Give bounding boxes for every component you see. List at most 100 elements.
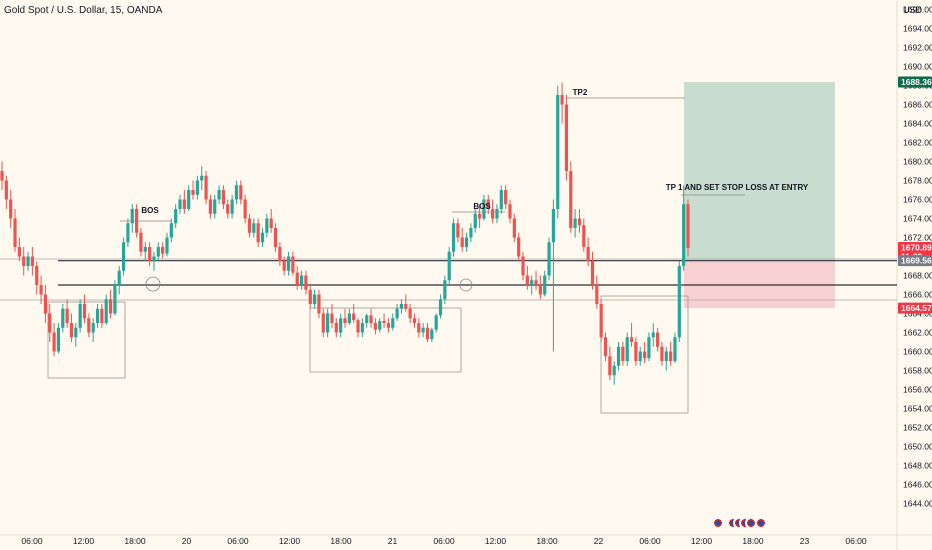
candle-body — [421, 327, 425, 333]
candle-body — [491, 209, 495, 219]
candle-body — [404, 304, 408, 309]
time-tick-label: 06:00 — [433, 536, 455, 546]
candle-body — [590, 261, 595, 285]
range-box[interactable] — [47, 301, 126, 379]
candle-body — [78, 304, 82, 328]
us-flag-icon[interactable] — [755, 517, 767, 529]
us-flag-icon[interactable] — [712, 517, 724, 529]
price-tick-label: 1648.000 — [903, 461, 932, 471]
candle-body — [126, 223, 130, 243]
time-tick-label: 18:00 — [330, 536, 352, 546]
price-tick-label: 1692.000 — [903, 43, 932, 53]
stop-loss-tag-label: 1664.572 — [901, 303, 932, 313]
price-tick-label: 1658.000 — [903, 366, 932, 376]
candle-body — [608, 356, 612, 376]
candle-body — [226, 204, 230, 214]
price-tick-label: 1646.000 — [903, 480, 932, 490]
annotations[interactable]: BOS BOS TP2 TP 1 AND SET STOP LOSS AT ENTRY — [120, 88, 809, 292]
candle-body — [464, 237, 469, 247]
annotation-label[interactable]: TP2 — [573, 88, 588, 97]
candle-body — [343, 318, 347, 323]
candle-body — [156, 247, 160, 257]
time-axis[interactable]: 06:00 12:00 18:00 20 06:00 12:00 18:00 21 06:00 1… — [21, 536, 867, 546]
candle-body — [113, 285, 117, 314]
annotation-label[interactable]: TP 1 AND SET STOP LOSS AT ENTRY — [666, 183, 809, 192]
time-tick-label: 20 — [182, 536, 192, 546]
candle-body — [469, 228, 473, 238]
entry-price-tag — [898, 255, 932, 267]
price-tick-label: 1682.000 — [903, 138, 932, 148]
price-tick-label: 1656.000 — [903, 385, 932, 395]
candle-body — [200, 175, 204, 181]
candle-body — [191, 190, 195, 195]
candle-body — [291, 256, 295, 273]
price-tick-label: 1680.000 — [903, 157, 932, 167]
candle-body — [313, 294, 317, 304]
candle-body — [326, 313, 330, 333]
candle-body — [430, 329, 434, 340]
candle-body — [530, 280, 534, 285]
candle-body — [178, 199, 182, 209]
candle-body — [369, 315, 373, 323]
time-tick-label: 21 — [388, 536, 398, 546]
price-tags: 1688.3681670.89011:381669.5611664.572 — [898, 76, 932, 314]
range-boxes[interactable] — [47, 295, 689, 414]
candle-body — [508, 204, 512, 219]
bos-circle[interactable] — [145, 276, 161, 292]
candle-body — [195, 180, 199, 195]
candlestick-series — [0, 82, 690, 385]
symbol-title[interactable]: Gold Spot / U.S. Dollar, 15, OANDA — [4, 5, 163, 16]
candle-body — [543, 275, 547, 295]
annotation-label[interactable]: BOS — [473, 202, 491, 211]
price-tick-label: 1668.000 — [903, 271, 932, 281]
candle-body — [625, 337, 629, 361]
price-tick-label: 1654.000 — [903, 404, 932, 414]
candle-body — [517, 237, 521, 257]
candle-body — [26, 256, 30, 266]
profit-zone[interactable] — [684, 82, 835, 261]
candle-body — [182, 199, 186, 209]
time-tick-label: 18:00 — [742, 536, 764, 546]
candle-body — [443, 280, 447, 300]
candle-body — [616, 346, 621, 366]
candle-body — [551, 209, 556, 243]
candle-body — [243, 199, 247, 219]
candle-body — [642, 351, 647, 359]
candle-body — [386, 323, 391, 328]
candle-body — [165, 237, 169, 254]
candle-body — [121, 242, 126, 271]
loss-zone[interactable] — [684, 260, 835, 309]
candle-body — [347, 313, 351, 323]
candle-body — [447, 251, 451, 281]
time-tick-label: 06:00 — [639, 536, 661, 546]
candle-body — [221, 190, 226, 205]
candle-body — [278, 247, 282, 262]
candle-body — [482, 199, 486, 219]
candle-body — [664, 351, 668, 361]
candle-body — [560, 95, 564, 105]
candle-body — [104, 299, 108, 323]
time-tick-label: 12:00 — [485, 536, 507, 546]
candle-body — [686, 204, 690, 248]
candle-body — [569, 171, 573, 228]
candle-body — [35, 266, 39, 285]
candle-body — [365, 315, 369, 323]
candle-body — [334, 323, 338, 333]
candle-body — [61, 308, 65, 328]
candle-body — [682, 204, 686, 266]
price-tick-label: 1696.000 — [903, 5, 932, 15]
price-tick-label: 1644.000 — [903, 499, 932, 509]
candle-body — [634, 342, 638, 361]
candle-body — [339, 318, 343, 333]
range-box[interactable] — [600, 295, 689, 414]
candle-body — [673, 337, 677, 361]
candle-body — [330, 313, 334, 323]
range-box[interactable] — [309, 307, 462, 373]
annotation-label[interactable]: BOS — [141, 206, 159, 215]
candle-body — [213, 199, 217, 214]
candle-body — [74, 327, 78, 338]
candle-body — [30, 256, 34, 266]
bos-circle[interactable] — [459, 278, 473, 292]
